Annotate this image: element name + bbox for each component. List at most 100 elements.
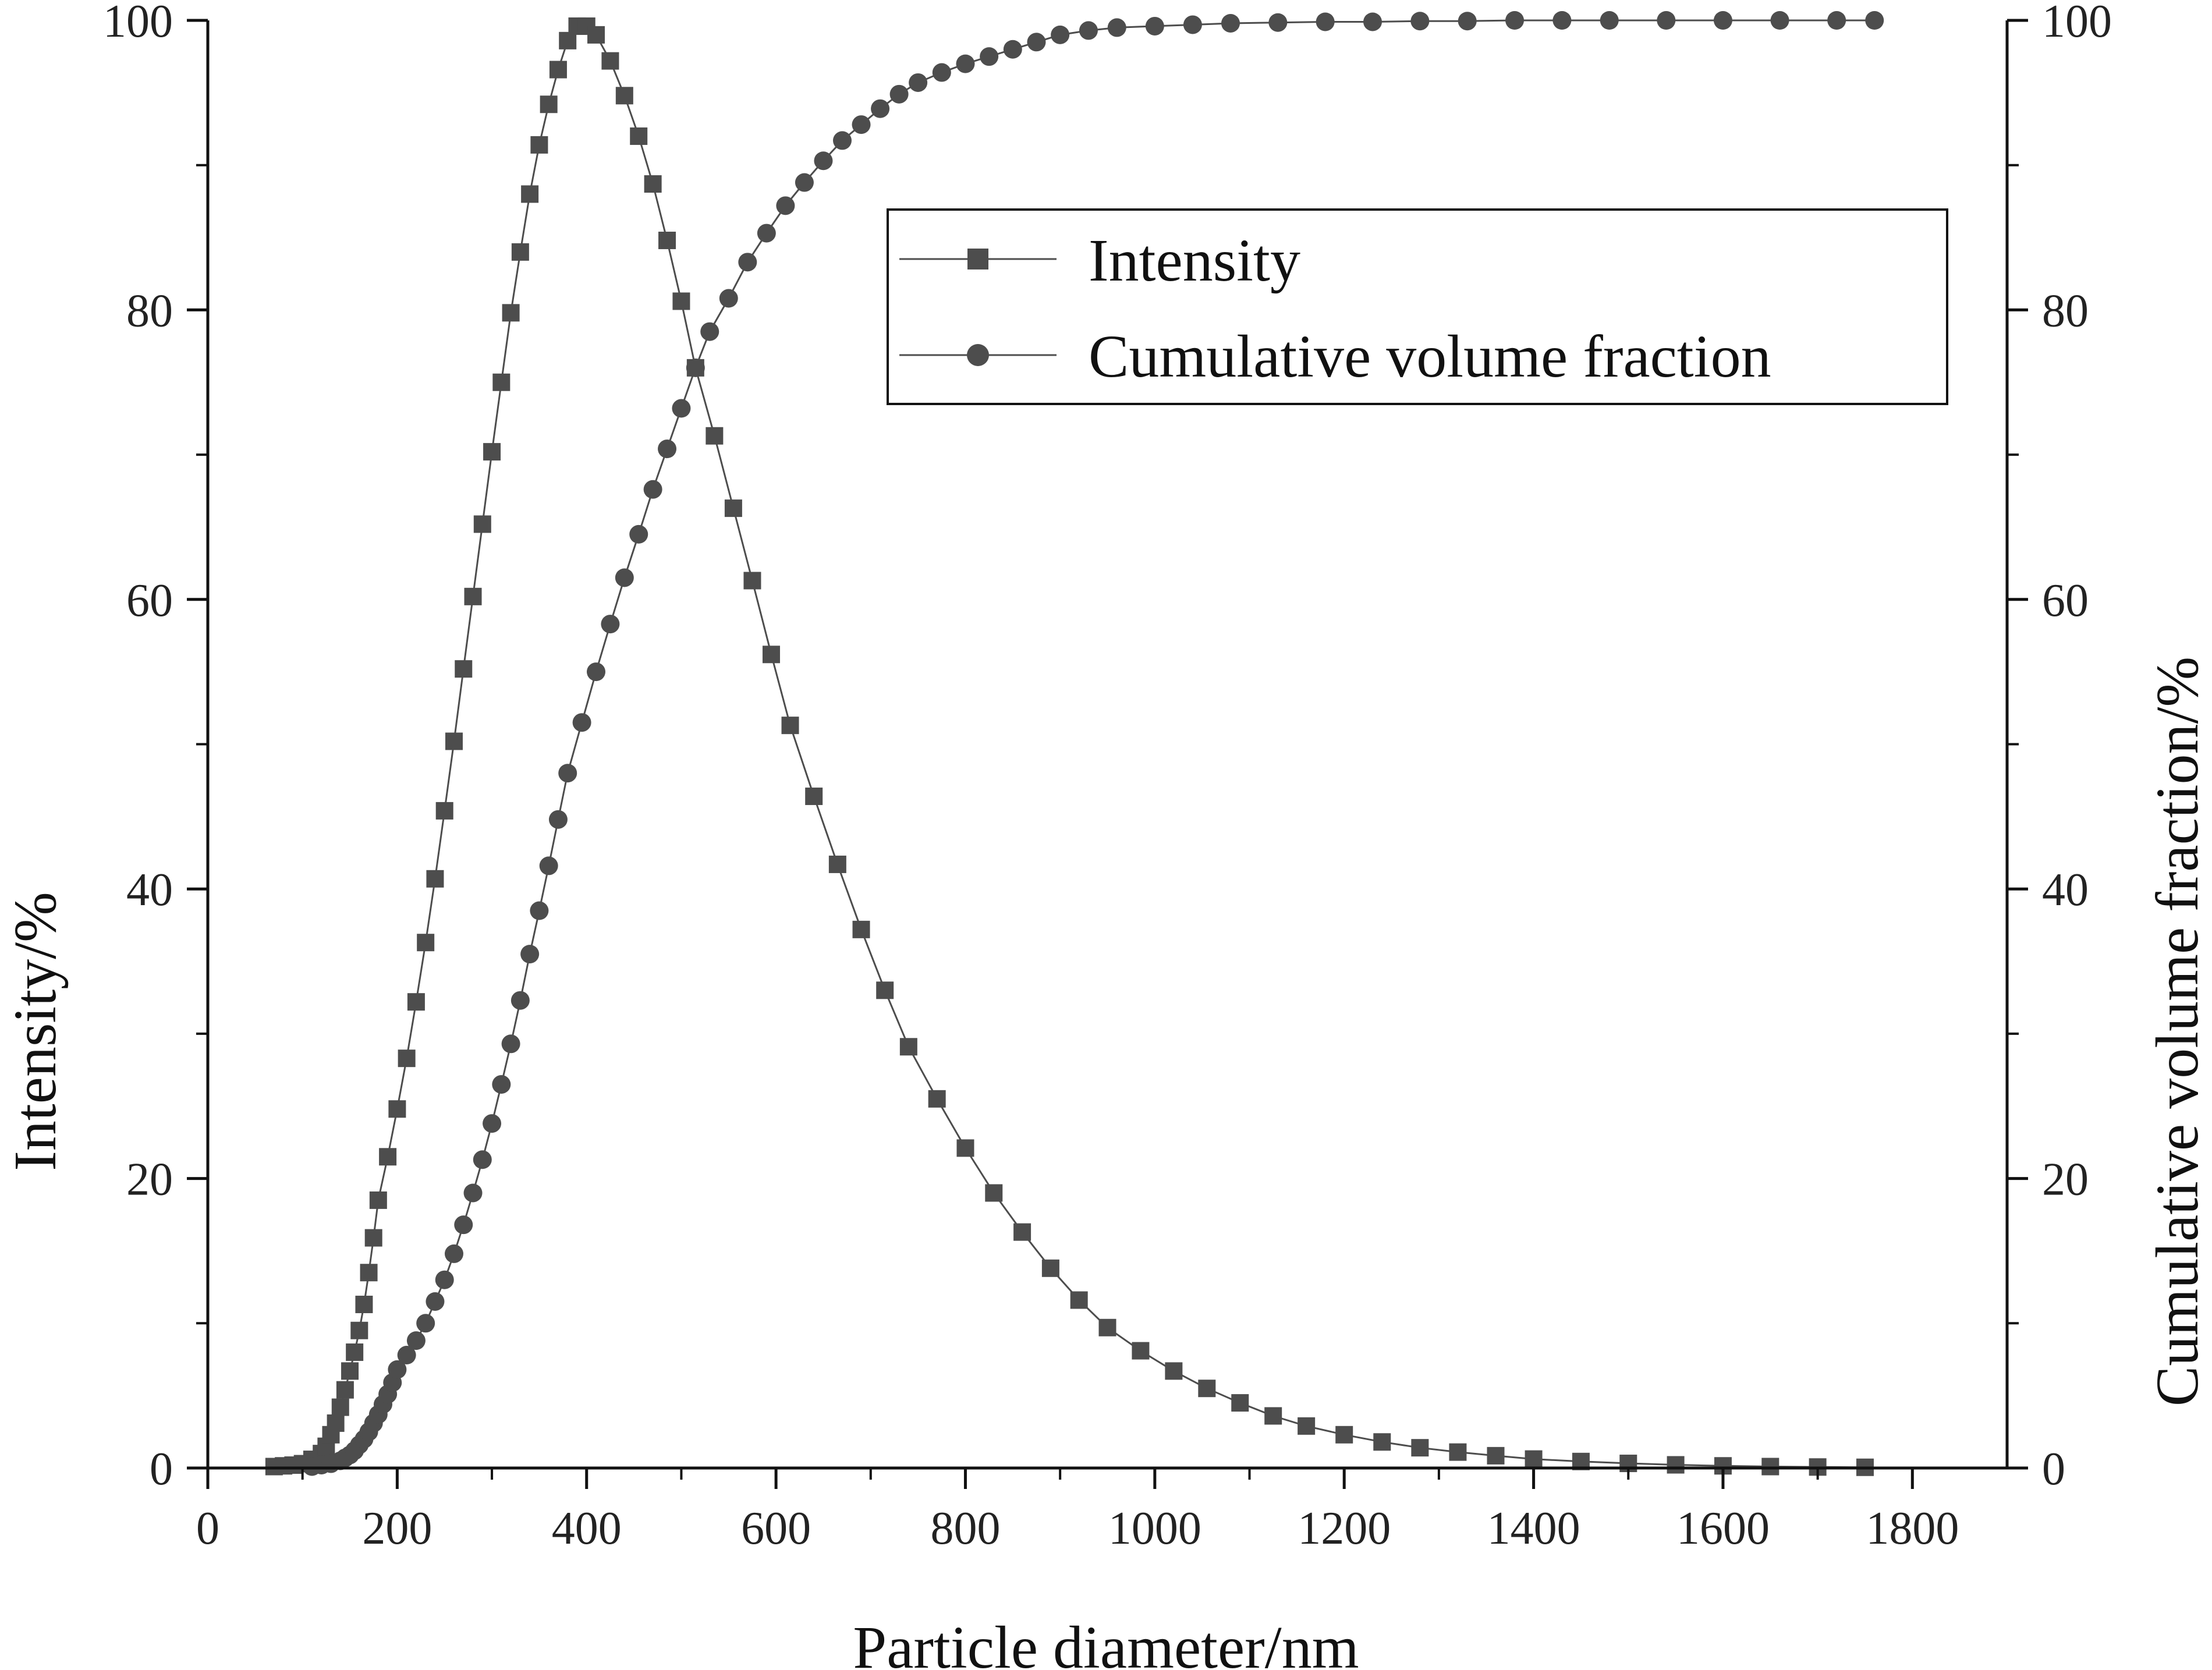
cumulative-point <box>776 196 795 215</box>
intensity-point <box>364 1229 382 1247</box>
cumulative-point <box>1003 40 1022 59</box>
cumulative-point <box>435 1270 454 1289</box>
intensity-point <box>1165 1362 1183 1380</box>
cumulative-point <box>539 856 558 875</box>
intensity-point <box>1525 1450 1543 1468</box>
cumulative-point <box>1552 11 1572 30</box>
legend-marker-intensity <box>967 249 988 270</box>
y-right-tick-label: 60 <box>2042 575 2089 626</box>
intensity-point <box>1298 1417 1316 1435</box>
cumulative-point <box>814 151 833 171</box>
cumulative-point <box>658 439 677 459</box>
y-right-tick-label: 40 <box>2042 864 2089 916</box>
y-left-tick-label: 0 <box>150 1444 173 1495</box>
intensity-point <box>1373 1433 1391 1451</box>
x-tick-label: 1600 <box>1676 1503 1770 1554</box>
cumulative-point <box>1458 12 1477 31</box>
cumulative-point <box>463 1183 483 1203</box>
cumulative-point <box>1505 11 1525 30</box>
x-axis-title: Particle diameter/nm <box>853 1614 1359 1670</box>
cumulative-point <box>492 1075 511 1094</box>
legend-label-cumulative: Cumulative volume fraction <box>1089 323 1771 390</box>
intensity-point <box>1487 1446 1505 1465</box>
legend-box <box>887 208 1948 405</box>
intensity-point <box>473 515 491 533</box>
cumulative-point <box>1268 13 1288 32</box>
cumulative-point <box>1600 11 1619 30</box>
cumulative-point <box>1827 11 1846 30</box>
intensity-point <box>369 1191 387 1209</box>
cumulative-point <box>980 47 999 66</box>
cumulative-point <box>511 991 530 1010</box>
y-left-tick-label: 80 <box>126 285 173 336</box>
y-right-tick-label: 100 <box>2042 0 2112 47</box>
y-left-tick-label: 100 <box>103 0 173 47</box>
intensity-point <box>331 1398 349 1416</box>
cumulative-point <box>1183 15 1202 34</box>
intensity-point <box>956 1139 974 1157</box>
intensity-point <box>360 1264 378 1282</box>
cumulative-point <box>416 1314 435 1333</box>
cumulative-point <box>406 1331 426 1350</box>
intensity-point <box>724 499 742 517</box>
y-right-tick-label: 20 <box>2042 1154 2089 1205</box>
intensity-point <box>658 232 676 250</box>
intensity-point <box>876 981 894 999</box>
cumulative-point <box>473 1150 492 1169</box>
intensity-point <box>1231 1394 1249 1412</box>
legend: Intensity Cumulative volume fraction <box>887 208 1948 405</box>
cumulative-point <box>501 1034 520 1054</box>
intensity-point <box>407 993 425 1011</box>
cumulative-point <box>757 224 776 243</box>
y-left-tick-label: 60 <box>126 575 173 626</box>
cumulative-point <box>444 1244 463 1263</box>
intensity-point <box>511 243 529 261</box>
intensity-point <box>852 920 870 938</box>
cumulative-point <box>889 84 909 104</box>
cumulative-point <box>397 1346 416 1365</box>
cumulative-point <box>520 945 540 964</box>
y-left-tick-label: 20 <box>126 1154 173 1205</box>
y-axis-title-left: Intensity/% <box>2 892 69 1171</box>
intensity-point <box>435 802 453 820</box>
intensity-point <box>1198 1380 1216 1398</box>
intensity-point <box>549 61 567 79</box>
intensity-point <box>445 732 463 750</box>
intensity-point <box>521 185 539 203</box>
intensity-point <box>1098 1318 1116 1336</box>
cumulative-point <box>700 322 719 341</box>
intensity-point <box>762 646 780 664</box>
intensity-point <box>355 1295 373 1313</box>
x-tick-label: 800 <box>930 1503 1000 1554</box>
intensity-point <box>985 1184 1003 1202</box>
intensity-point <box>540 95 558 114</box>
intensity-point <box>350 1321 368 1339</box>
intensity-point <box>781 717 799 735</box>
cumulative-point <box>1221 13 1240 33</box>
cumulative-point <box>643 480 662 499</box>
intensity-point <box>1411 1439 1429 1457</box>
cumulative-point <box>1051 25 1070 44</box>
cumulative-point <box>1079 21 1098 40</box>
intensity-point <box>587 26 605 44</box>
cumulative-point <box>719 289 738 308</box>
x-tick-label: 600 <box>741 1503 811 1554</box>
intensity-point <box>388 1100 406 1118</box>
intensity-point <box>455 660 473 678</box>
y-right-tick-label: 0 <box>2042 1444 2065 1495</box>
intensity-point <box>928 1090 946 1108</box>
cumulative-point <box>615 568 634 587</box>
intensity-point <box>1667 1456 1685 1474</box>
intensity-point <box>899 1038 917 1056</box>
cumulative-point <box>1713 11 1732 30</box>
legend-marker-cumulative <box>967 344 989 366</box>
cumulative-point <box>548 810 568 829</box>
cumulative-point <box>558 764 577 783</box>
cumulative-point <box>629 524 648 544</box>
ticks-layer: 0 200 400 600 800 1000 1200 1400 1600 18000204060… <box>103 0 2112 1554</box>
intensity-point <box>398 1049 416 1068</box>
intensity-point <box>341 1362 359 1380</box>
intensity-point <box>336 1381 354 1399</box>
intensity-point <box>1041 1259 1059 1277</box>
